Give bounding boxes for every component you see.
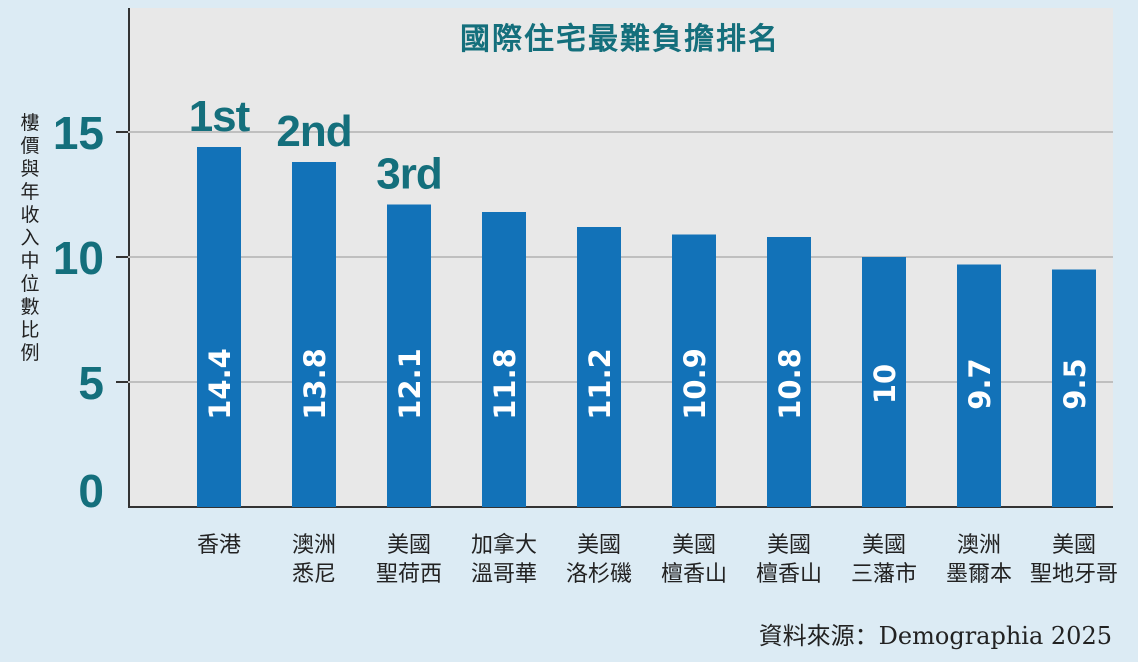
bar-value-label: 9.5 — [1058, 358, 1092, 409]
y-tick-label: 0 — [78, 465, 104, 517]
y-axis-label: 樓價與年收入中位數比例 — [20, 112, 40, 364]
rank-label: 1st — [189, 92, 251, 141]
bar — [1052, 269, 1096, 507]
bar — [292, 162, 336, 507]
x-tick-label: 美國 — [577, 533, 621, 558]
y-tick-label: 10 — [53, 232, 104, 284]
x-tick-label: 檀香山 — [756, 562, 822, 587]
chart-title: 國際住宅最難負擔排名 — [460, 22, 780, 57]
bar-value-label: 10.8 — [773, 348, 807, 420]
x-tick-label: 香港 — [197, 533, 241, 558]
x-tick-label: 檀香山 — [661, 562, 727, 587]
x-tick-label: 聖荷西 — [376, 562, 442, 587]
bar — [577, 227, 621, 507]
x-tick-label: 美國 — [672, 533, 716, 558]
source-note: 資料來源：Demographia 2025 — [758, 622, 1112, 650]
x-tick-label: 悉尼 — [292, 562, 336, 587]
x-tick-label: 美國 — [862, 533, 906, 558]
bar — [672, 234, 716, 507]
x-tick-label: 美國 — [767, 533, 811, 558]
bar-value-label: 13.8 — [298, 348, 332, 420]
x-tick-label: 美國 — [1052, 533, 1096, 558]
bar-value-label: 9.7 — [963, 358, 997, 409]
y-tick-label: 5 — [78, 357, 104, 409]
x-tick-label: 三藩市 — [851, 562, 917, 587]
y-tick-label: 15 — [53, 107, 104, 159]
bar-value-label: 11.8 — [488, 348, 522, 420]
bar — [387, 204, 431, 507]
bar-value-label: 12.1 — [393, 348, 427, 420]
bar — [957, 264, 1001, 507]
bar — [767, 237, 811, 507]
bar — [197, 147, 241, 507]
x-tick-label: 澳洲 — [957, 533, 1001, 558]
rank-label: 2nd — [276, 107, 351, 156]
bar-value-label: 14.4 — [203, 348, 237, 420]
bar-value-label: 11.2 — [583, 348, 617, 420]
x-tick-label: 澳洲 — [292, 533, 336, 558]
x-tick-label: 美國 — [387, 533, 431, 558]
bar-value-label: 10.9 — [678, 348, 712, 420]
bar-value-label: 10 — [868, 364, 902, 404]
bar — [482, 212, 526, 507]
x-tick-label: 聖地牙哥 — [1030, 562, 1118, 587]
x-tick-label: 溫哥華 — [471, 562, 537, 587]
x-tick-label: 墨爾本 — [946, 562, 1012, 587]
rank-label: 3rd — [376, 150, 441, 199]
x-tick-label: 洛杉磯 — [566, 562, 632, 587]
x-tick-label: 加拿大 — [471, 532, 537, 558]
bar — [862, 257, 906, 507]
